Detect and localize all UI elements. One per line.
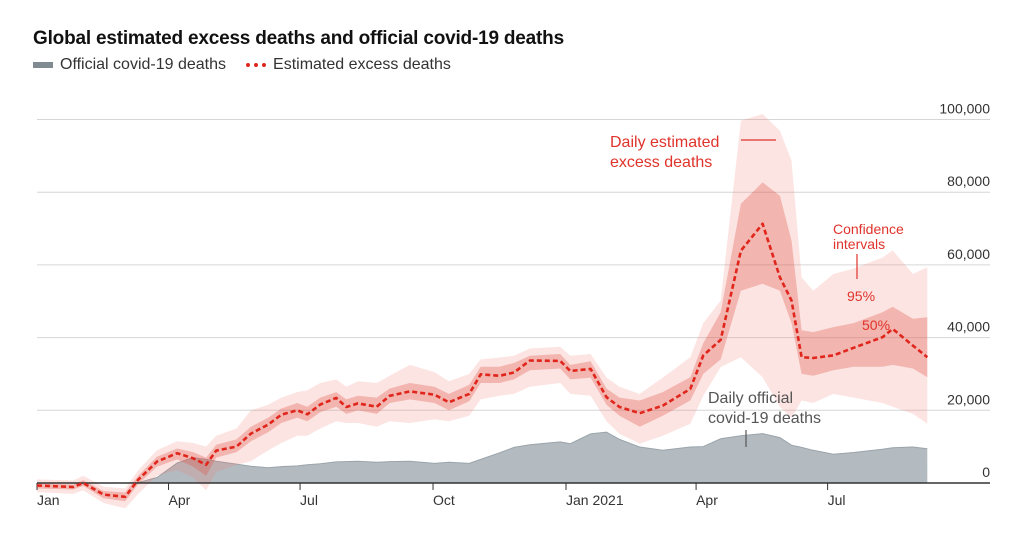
x-tick-label: Jul — [300, 492, 318, 508]
annotation-ci-1: Confidence — [833, 221, 904, 237]
y-tick-label: 0 — [982, 464, 990, 480]
annotation-ci95: 95% — [847, 288, 875, 304]
y-tick-label: 100,000 — [939, 101, 990, 117]
x-tick-label: Jan — [37, 492, 60, 508]
official-deaths-area — [37, 432, 928, 483]
estimated-series — [36, 222, 929, 499]
legend-label-official: Official covid-19 deaths — [60, 56, 227, 73]
y-tick-label: 60,000 — [947, 246, 990, 262]
ci95-band — [37, 114, 928, 509]
legend: Official covid-19 deaths Estimated exces… — [33, 56, 471, 74]
annotation-ci-2: intervals — [833, 236, 885, 252]
annotations: Daily estimated excess deaths Confidence… — [610, 134, 904, 447]
annotation-estimated-2: excess deaths — [610, 154, 712, 171]
confidence-bands — [37, 114, 928, 509]
x-tick-label: Apr — [169, 492, 191, 508]
chart-title: Global estimated excess deaths and offic… — [33, 28, 564, 49]
y-tick-label: 40,000 — [947, 319, 990, 335]
legend-label-estimated: Estimated excess deaths — [273, 56, 451, 73]
estimated-excess-deaths-line — [36, 222, 929, 499]
official-series — [37, 431, 928, 484]
x-axis: Jan Apr Jul Oct Jan 2021 Apr Jul — [36, 482, 990, 508]
x-tick-label: Jul — [828, 492, 846, 508]
x-tick-label: Jan 2021 — [566, 492, 624, 508]
annotation-official-2: covid-19 deaths — [708, 410, 821, 427]
y-tick-label: 80,000 — [947, 173, 990, 189]
official-deaths-line — [37, 431, 928, 484]
y-tick-label: 20,000 — [947, 391, 990, 407]
legend-swatch-official — [33, 62, 53, 68]
annotation-estimated-1: Daily estimated — [610, 134, 719, 151]
gridlines: 0 20,000 40,000 60,000 80,000 100,000 — [37, 101, 990, 480]
x-tick-label: Apr — [696, 492, 718, 508]
legend-item-official: Official covid-19 deaths — [33, 56, 226, 74]
x-tick-label: Oct — [433, 492, 455, 508]
annotation-ci50: 50% — [862, 317, 890, 333]
annotation-official-1: Daily official — [708, 390, 793, 407]
legend-item-estimated: Estimated excess deaths — [246, 56, 451, 74]
legend-swatch-estimated — [246, 63, 267, 67]
